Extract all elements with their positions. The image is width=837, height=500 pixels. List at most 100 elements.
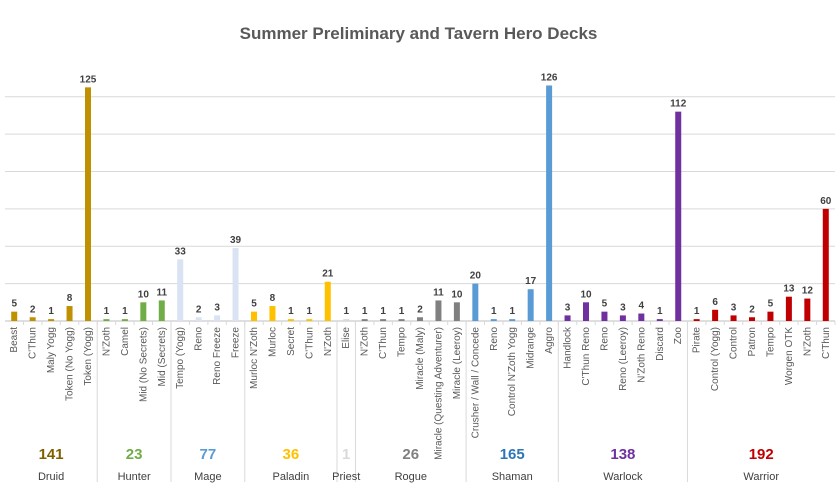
data-label: 1 [491, 306, 497, 317]
group-total: 26 [402, 446, 419, 463]
bar [103, 319, 110, 321]
bar [749, 317, 755, 321]
tick-label: C'Thun Reno [581, 327, 592, 386]
bar [638, 313, 645, 321]
tick-label: Murloc N'Zoth [249, 327, 260, 389]
data-label: 1 [307, 306, 313, 317]
data-label: 33 [175, 246, 187, 257]
bar [619, 315, 626, 321]
bar [767, 311, 774, 321]
group-total: 165 [500, 446, 525, 463]
tick-label: N'Zoth [360, 327, 371, 356]
tick-label: N'Zoth Reno [636, 327, 647, 383]
bar [324, 281, 331, 321]
tick-label: Reno (Leeroy) [618, 327, 629, 391]
data-label: 112 [670, 99, 687, 110]
bar [656, 319, 663, 321]
bar [343, 319, 350, 321]
tick-label: C'Thun [378, 327, 389, 359]
tick-label: Miracle (Maly) [415, 327, 426, 390]
tick-label: Control N'Zoth Yogg [507, 327, 518, 416]
bar [398, 319, 405, 321]
tick-label: Miracle (Leeroy) [452, 327, 463, 399]
group-name: Druid [38, 471, 64, 483]
tick-label: Freeze [231, 327, 242, 359]
data-label: 1 [509, 306, 515, 317]
bar [804, 298, 811, 321]
bar [195, 317, 202, 321]
bar [490, 319, 497, 321]
tick-label: Zoo [673, 327, 684, 345]
data-label: 20 [470, 271, 482, 282]
bar [380, 319, 387, 321]
tick-label: Reno [194, 327, 205, 351]
data-label: 1 [122, 306, 128, 317]
data-label: 125 [80, 74, 97, 85]
tick-label: Mid (Secrets) [157, 327, 168, 386]
tick-label: Maly Yogg [46, 327, 57, 373]
bar [140, 302, 147, 321]
group-name: Paladin [273, 471, 310, 483]
tick-label: N'Zoth [323, 327, 334, 356]
tick-label: Secret [286, 327, 297, 356]
bar [66, 306, 73, 321]
tick-label: Aggro [544, 327, 555, 354]
data-label: 1 [48, 306, 54, 317]
data-label: 6 [712, 297, 718, 308]
data-label: 10 [138, 289, 150, 300]
bar [583, 302, 589, 321]
bar [546, 85, 553, 321]
bar [232, 248, 239, 321]
bar [822, 208, 829, 321]
data-label: 1 [343, 306, 349, 317]
bar [675, 111, 682, 322]
data-label: 11 [433, 287, 444, 298]
tick-label: Tempo [397, 327, 408, 357]
group-total: 77 [200, 446, 217, 463]
tick-label: Token (No Yogg) [65, 327, 76, 401]
data-label: 1 [288, 306, 294, 317]
tick-label: Murloc [267, 327, 278, 357]
tick-label: Reno Freeze [212, 327, 223, 385]
bar [214, 315, 221, 321]
tick-label: Reno [599, 327, 610, 351]
tick-label: Midrange [526, 327, 537, 369]
tick-label: C'Thun [304, 327, 315, 359]
bar [564, 315, 571, 321]
group-total: 192 [749, 446, 774, 463]
tick-label: Discard [655, 327, 666, 361]
data-label: 60 [820, 196, 832, 207]
bar [730, 315, 737, 321]
bar [693, 319, 700, 321]
bar [306, 319, 313, 321]
tick-label: Token (Yogg) [83, 327, 94, 386]
group-name: Warrior [743, 471, 779, 483]
data-label: 2 [749, 304, 755, 315]
bar [251, 311, 257, 321]
data-label: 17 [525, 276, 537, 287]
tick-label: Tempo (Yogg) [175, 327, 186, 389]
tick-label: Mid (No Secrets) [138, 327, 149, 402]
tick-label: C'Thun [28, 327, 39, 359]
group-total: 138 [610, 446, 635, 463]
data-label: 126 [541, 72, 558, 83]
group-total: 36 [283, 446, 300, 463]
data-label: 5 [11, 299, 17, 310]
data-label: 1 [657, 306, 663, 317]
tick-label: Elise [341, 327, 352, 349]
group-name: Mage [194, 471, 222, 483]
bar [472, 283, 479, 321]
data-label: 4 [639, 301, 645, 312]
bar [435, 300, 442, 321]
bar [11, 311, 18, 321]
tick-label: Control (Yogg) [710, 327, 721, 391]
bar [453, 302, 460, 321]
data-label: 1 [380, 306, 386, 317]
bar [121, 319, 128, 321]
data-label: 1 [362, 306, 368, 317]
data-label: 2 [30, 304, 36, 315]
tick-label: Control [729, 327, 740, 359]
data-label: 2 [196, 304, 202, 315]
